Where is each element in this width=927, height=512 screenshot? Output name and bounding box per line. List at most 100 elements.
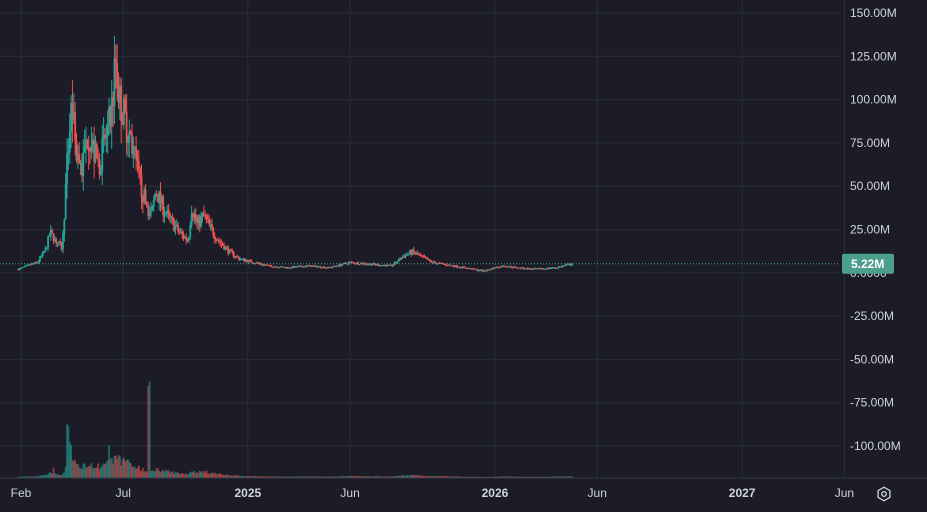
candle-body [571, 263, 574, 265]
candle-body [274, 266, 277, 268]
candle-body [167, 210, 170, 214]
candle-body [442, 263, 445, 265]
candle-body [255, 262, 258, 264]
volume-bar [147, 385, 150, 478]
last-price-badge-bg [842, 253, 894, 274]
candle-body [349, 261, 351, 263]
volume-bar [336, 476, 339, 478]
candle-body [74, 112, 77, 141]
candle-body [495, 266, 498, 269]
candle-body [458, 267, 461, 269]
candle-body [280, 266, 282, 268]
candle-body [439, 262, 442, 264]
volume-bar [320, 476, 323, 478]
candle-body [29, 264, 32, 266]
volume-bar [162, 469, 165, 478]
candle-body [295, 266, 297, 268]
candle-body [193, 214, 196, 218]
candle-body [464, 267, 467, 269]
candle-body [102, 134, 105, 139]
volume-bar [301, 476, 304, 478]
volume-bar [345, 476, 347, 478]
volume-bar [380, 476, 383, 478]
candle-body [182, 234, 185, 238]
candle-body [299, 265, 301, 267]
candle-body [257, 262, 259, 264]
volume-bar [163, 471, 166, 478]
volume-bar [383, 476, 385, 478]
volume-bar [44, 474, 47, 478]
x-axis[interactable]: Feb Jul 2025 Jun 2026 Jun 2027 Jun [0, 477, 927, 500]
volume-bar [259, 476, 262, 478]
candle-body [309, 265, 312, 267]
volume-bar [179, 473, 182, 478]
candle-body [542, 268, 545, 270]
candle-body [490, 268, 492, 270]
candle-body [70, 102, 72, 132]
candle-body [453, 266, 456, 268]
volume-bar [430, 476, 433, 478]
y-axis[interactable]: 150.00M125.00M100.00M75.00M50.00M25.00M0… [850, 6, 901, 453]
candle-body [292, 266, 295, 268]
volume-bar [290, 476, 293, 478]
candle-body [358, 264, 361, 266]
volume-bar [89, 466, 91, 478]
candle-body [385, 264, 388, 267]
candle-body [457, 267, 460, 269]
candle-body [378, 265, 381, 267]
candle-body [49, 229, 52, 236]
volume-bar [49, 472, 52, 478]
candle-body [211, 224, 213, 228]
candle-body [342, 263, 345, 265]
candle-body [22, 266, 25, 268]
candle-body [52, 233, 55, 242]
volume-bar [123, 457, 125, 478]
candle-body [198, 216, 201, 227]
volume-bar [514, 476, 517, 478]
volume-bar [70, 445, 72, 478]
candle-body [190, 213, 193, 226]
y-tick-label: 75.00M [850, 136, 890, 150]
volume-bar [108, 445, 110, 478]
candle-body [93, 140, 96, 162]
x-tick-label: Jun [588, 486, 607, 500]
candle-body [154, 194, 156, 201]
candle-body [365, 264, 368, 266]
candle-body [446, 265, 449, 267]
volume-bar [265, 476, 268, 478]
candle-body [536, 268, 538, 270]
candle-body [438, 262, 441, 264]
volume-bar [18, 476, 21, 478]
candle-body [20, 267, 22, 269]
candle-body [152, 200, 155, 207]
y-tick-label: 150.00M [850, 6, 897, 20]
gear-icon[interactable] [876, 486, 892, 502]
volume-bar [465, 476, 468, 478]
volume-bar [116, 459, 119, 478]
candle-body [373, 263, 376, 265]
candle-body [240, 258, 243, 260]
candle-body [487, 269, 490, 271]
volume-bar [560, 476, 563, 478]
candle-body [148, 211, 151, 217]
volume-bar [412, 474, 415, 478]
volume-bar [266, 476, 269, 478]
candle-body [483, 270, 486, 272]
volume-bar [548, 476, 551, 478]
volume-bar [449, 476, 452, 478]
volume-bar [170, 471, 173, 478]
candle-body [53, 239, 56, 242]
candle-body [265, 264, 268, 266]
candle-body [443, 264, 446, 266]
volume-bar [269, 476, 272, 478]
candles [17, 35, 574, 273]
volume-bar [90, 463, 93, 478]
candle-body [146, 203, 148, 208]
candle-body [150, 210, 152, 212]
volume-bar [140, 471, 143, 478]
volume-bar [339, 476, 342, 478]
volume-bar [460, 476, 463, 478]
candle-body [39, 256, 41, 261]
